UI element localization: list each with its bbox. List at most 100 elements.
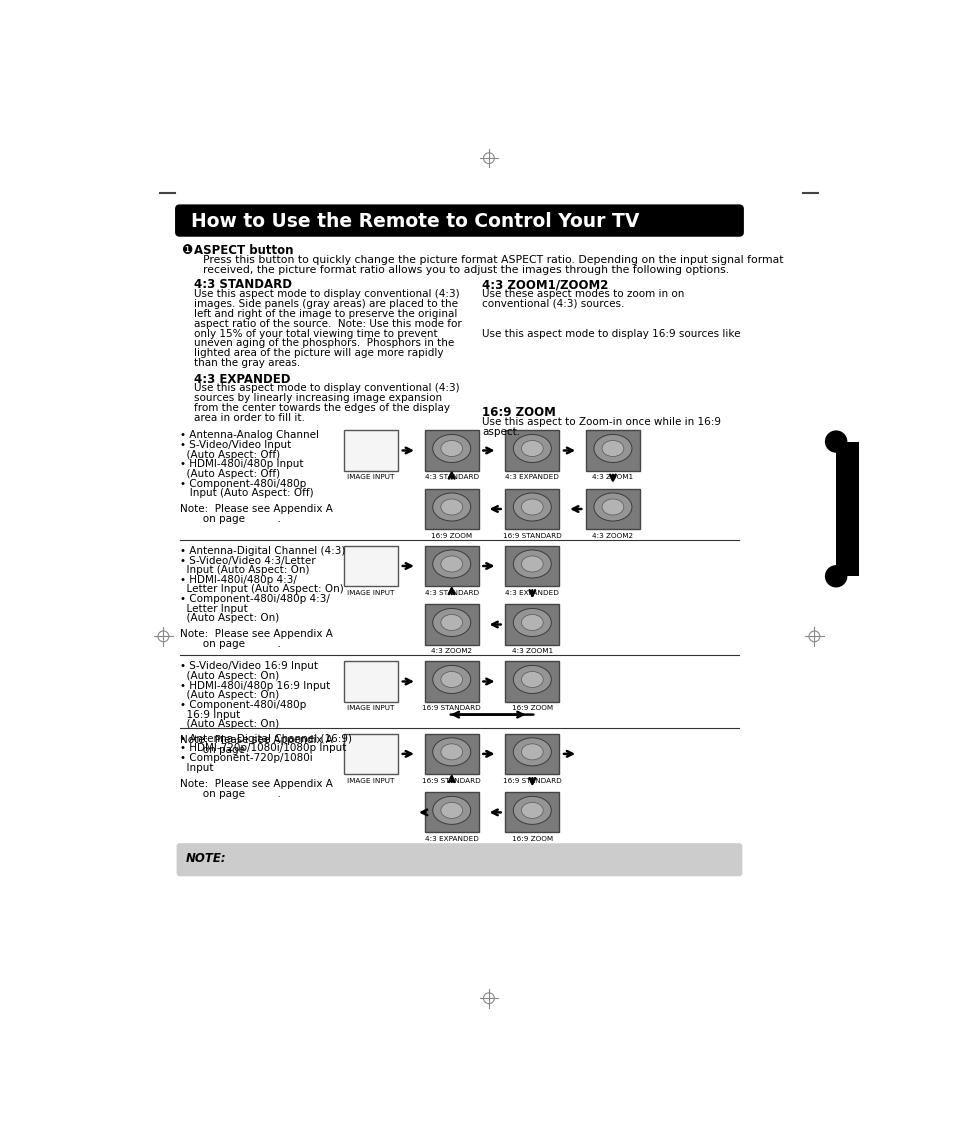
Ellipse shape (601, 499, 623, 515)
Text: (Auto Aspect: Off): (Auto Aspect: Off) (179, 450, 279, 459)
Ellipse shape (433, 737, 470, 766)
Text: 4:3 EXPANDED: 4:3 EXPANDED (505, 590, 558, 595)
Ellipse shape (433, 434, 470, 463)
Text: 16:9 ZOOM: 16:9 ZOOM (511, 705, 553, 711)
Ellipse shape (433, 797, 470, 824)
Ellipse shape (513, 608, 551, 637)
Bar (344, 431, 397, 471)
Text: 4:3 EXPANDED: 4:3 EXPANDED (424, 836, 478, 843)
Text: (Auto Aspect: On): (Auto Aspect: On) (179, 614, 278, 623)
Text: 16:9 ZOOM: 16:9 ZOOM (431, 532, 472, 539)
Text: • Component-720p/1080i: • Component-720p/1080i (179, 753, 313, 763)
Text: 4:3 ZOOM2: 4:3 ZOOM2 (431, 648, 472, 655)
Text: IMAGE INPUT: IMAGE INPUT (347, 590, 395, 595)
Text: 4:3 ZOOM2: 4:3 ZOOM2 (592, 532, 633, 539)
Text: (Auto Aspect: On): (Auto Aspect: On) (179, 690, 278, 701)
Ellipse shape (521, 615, 542, 631)
Ellipse shape (513, 550, 551, 578)
Text: than the gray areas.: than the gray areas. (193, 358, 299, 368)
Text: Use this aspect to Zoom-in once while in 16:9: Use this aspect to Zoom-in once while in… (481, 417, 720, 427)
Text: 4:3 EXPANDED: 4:3 EXPANDED (505, 474, 558, 481)
Text: • S-Video/Video 4:3/Letter: • S-Video/Video 4:3/Letter (179, 555, 315, 566)
Text: • HDMI-480i/480p 16:9 Input: • HDMI-480i/480p 16:9 Input (179, 681, 330, 690)
Text: • Component-480i/480p: • Component-480i/480p (179, 479, 306, 489)
Bar (424, 546, 478, 586)
Text: Note:  Please see Appendix A: Note: Please see Appendix A (179, 735, 333, 745)
Text: 4:3 STANDARD: 4:3 STANDARD (424, 590, 478, 595)
FancyBboxPatch shape (174, 205, 743, 237)
Ellipse shape (433, 665, 470, 694)
Bar (505, 546, 558, 586)
Text: only 15% of your total viewing time to prevent: only 15% of your total viewing time to p… (193, 329, 436, 339)
Text: Press this button to quickly change the picture format ASPECT ratio. Depending o: Press this button to quickly change the … (203, 255, 782, 266)
Text: How to Use the Remote to Control Your TV: How to Use the Remote to Control Your TV (191, 212, 639, 231)
Text: (Auto Aspect: On): (Auto Aspect: On) (179, 719, 278, 729)
Ellipse shape (513, 434, 551, 463)
Text: sources by linearly increasing image expansion: sources by linearly increasing image exp… (193, 393, 441, 403)
Ellipse shape (521, 671, 542, 687)
Bar (505, 662, 558, 702)
Text: 16:9 STANDARD: 16:9 STANDARD (422, 777, 480, 783)
Text: • Component-480i/480p 4:3/: • Component-480i/480p 4:3/ (179, 594, 329, 605)
Text: IMAGE INPUT: IMAGE INPUT (347, 777, 395, 783)
Text: on page          .: on page . (179, 639, 280, 649)
Text: Use this aspect mode to display conventional (4:3): Use this aspect mode to display conventi… (193, 289, 458, 299)
Text: • Component-480i/480p: • Component-480i/480p (179, 700, 306, 710)
Text: 4:3 ZOOM1: 4:3 ZOOM1 (592, 474, 633, 481)
Bar (505, 431, 558, 471)
Bar (505, 792, 558, 832)
Bar (505, 489, 558, 529)
Ellipse shape (594, 493, 631, 521)
Text: Letter Input: Letter Input (179, 603, 247, 614)
Text: area in order to fill it.: area in order to fill it. (193, 413, 304, 423)
Text: 4:3 ZOOM1/ZOOM2: 4:3 ZOOM1/ZOOM2 (481, 278, 608, 291)
Text: images. Side panels (gray areas) are placed to the: images. Side panels (gray areas) are pla… (193, 299, 457, 309)
Text: (Auto Aspect: On): (Auto Aspect: On) (179, 671, 278, 681)
Bar (424, 792, 478, 832)
Text: IMAGE INPUT: IMAGE INPUT (347, 474, 395, 481)
Bar (505, 605, 558, 645)
Bar (424, 734, 478, 774)
Text: • S-Video/Video Input: • S-Video/Video Input (179, 440, 291, 450)
Text: • Antenna-Digital Channel (4:3): • Antenna-Digital Channel (4:3) (179, 546, 345, 556)
Text: • Antenna-Digital Channel (16:9): • Antenna-Digital Channel (16:9) (179, 734, 352, 744)
Text: Input: Input (179, 763, 213, 773)
Ellipse shape (601, 441, 623, 457)
Text: ❶: ❶ (181, 244, 193, 258)
Ellipse shape (521, 744, 542, 760)
Text: Note:  Please see Appendix A: Note: Please see Appendix A (179, 629, 333, 639)
Text: 16:9 Input: 16:9 Input (179, 710, 240, 719)
Ellipse shape (433, 493, 470, 521)
Ellipse shape (440, 671, 462, 687)
Bar (505, 734, 558, 774)
Ellipse shape (440, 615, 462, 631)
Ellipse shape (521, 499, 542, 515)
Text: 16:9 STANDARD: 16:9 STANDARD (502, 777, 561, 783)
Text: Use this aspect mode to display conventional (4:3): Use this aspect mode to display conventi… (193, 384, 458, 394)
Text: Use this aspect mode to display 16:9 sources like: Use this aspect mode to display 16:9 sou… (481, 329, 740, 339)
Text: 4:3 ZOOM1: 4:3 ZOOM1 (511, 648, 553, 655)
Text: Input (Auto Aspect: Off): Input (Auto Aspect: Off) (179, 488, 313, 498)
Ellipse shape (440, 744, 462, 760)
Text: Note:  Please see Appendix A: Note: Please see Appendix A (179, 504, 333, 514)
Text: lighted area of the picture will age more rapidly: lighted area of the picture will age mor… (193, 348, 443, 358)
Bar (835, 442, 858, 576)
Text: aspect ratio of the source.  Note: Use this mode for: aspect ratio of the source. Note: Use th… (193, 318, 461, 329)
Bar (424, 605, 478, 645)
Text: Use these aspect modes to zoom in on: Use these aspect modes to zoom in on (481, 289, 683, 299)
Text: on page          .: on page . (179, 514, 280, 524)
FancyBboxPatch shape (176, 843, 741, 876)
Text: on page          .: on page . (179, 745, 280, 755)
Ellipse shape (440, 499, 462, 515)
Text: 16:9 ZOOM: 16:9 ZOOM (511, 836, 553, 843)
Ellipse shape (513, 737, 551, 766)
Ellipse shape (433, 608, 470, 637)
Text: 16:9 ZOOM: 16:9 ZOOM (481, 406, 556, 419)
Bar (344, 734, 397, 774)
Ellipse shape (440, 803, 462, 819)
Text: • Antenna-Analog Channel: • Antenna-Analog Channel (179, 431, 318, 441)
Circle shape (824, 566, 846, 587)
Text: 16:9 STANDARD: 16:9 STANDARD (422, 705, 480, 711)
Bar (424, 489, 478, 529)
Ellipse shape (594, 434, 631, 463)
